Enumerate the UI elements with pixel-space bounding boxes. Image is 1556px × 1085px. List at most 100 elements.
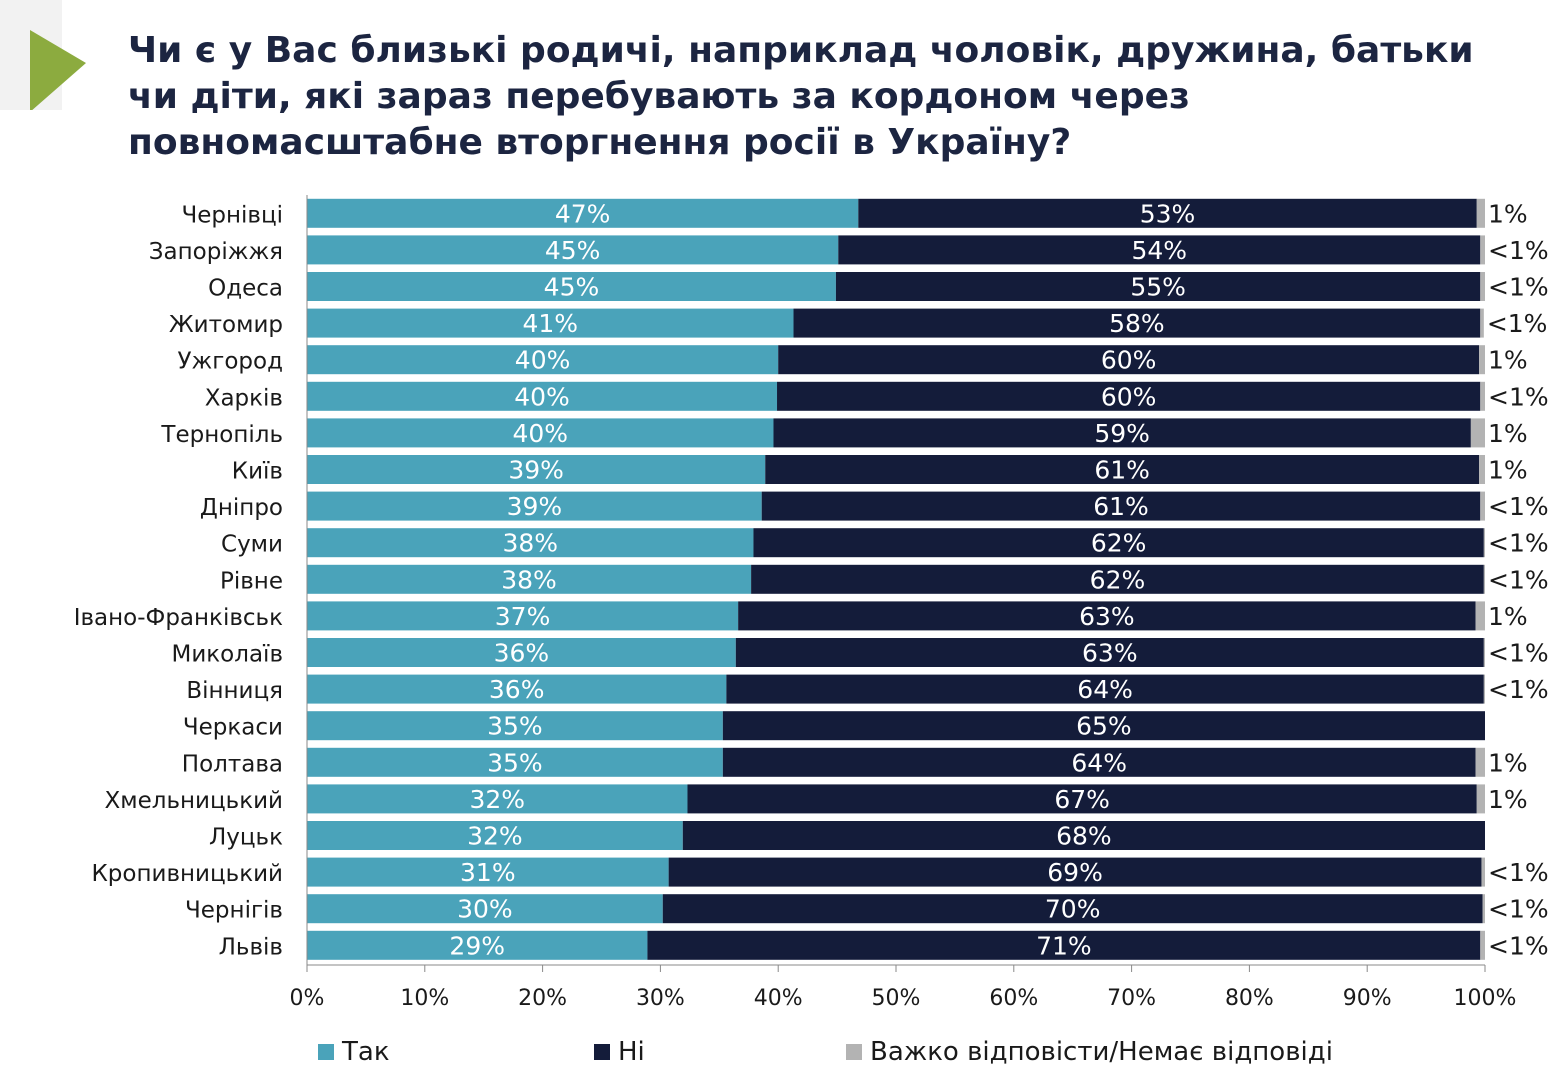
- data-label-hard: 1%: [1488, 199, 1528, 228]
- bar-hard: [1483, 564, 1485, 594]
- category-label: Вінниця: [186, 678, 283, 704]
- bar-no: [647, 930, 1481, 960]
- bar-yes: [307, 894, 663, 924]
- data-label: 60%: [1101, 346, 1157, 375]
- x-tick-label: 100%: [1454, 986, 1517, 1011]
- data-label: 40%: [515, 346, 571, 375]
- bar-no: [838, 235, 1481, 265]
- data-label-hard: <1%: [1488, 858, 1549, 887]
- bar-no: [751, 564, 1484, 594]
- stacked-bar-chart: Чернівці 47% 53% 1% Запоріжжя 45% 54% <1% Одеса 4…: [74, 195, 1549, 1011]
- legend-swatch-yes: [318, 1044, 334, 1060]
- category-label: Київ: [232, 459, 283, 485]
- data-label: 54%: [1131, 236, 1187, 265]
- legend-label-yes: Так: [342, 1037, 390, 1067]
- bar-yes: [307, 381, 778, 411]
- data-label: 47%: [555, 199, 611, 228]
- data-label: 62%: [1090, 565, 1146, 594]
- category-label: Дніпро: [200, 495, 283, 521]
- chart-title: Чи є у Вас близькі родичі, наприклад чол…: [128, 30, 1474, 163]
- bar-yes: [307, 455, 766, 484]
- bar-hard: [1479, 455, 1485, 484]
- bar-yes: [307, 528, 754, 558]
- bar-yes: [307, 930, 648, 960]
- data-label: 37%: [495, 602, 551, 631]
- bar-hard: [1481, 857, 1485, 887]
- legend: Так Ні Важко відповісти/Немає відповіді: [0, 1037, 1556, 1077]
- data-label: 40%: [512, 419, 568, 448]
- data-label: 36%: [489, 675, 545, 704]
- data-label-hard: <1%: [1488, 382, 1549, 411]
- data-label: 40%: [514, 382, 570, 411]
- data-label: 65%: [1076, 712, 1132, 741]
- play-triangle-icon: [30, 30, 86, 110]
- data-label: 53%: [1140, 199, 1196, 228]
- data-label: 71%: [1036, 931, 1092, 960]
- bar-hard: [1475, 747, 1485, 777]
- bar-hard: [1480, 491, 1485, 521]
- bar-hard: [1480, 235, 1485, 265]
- bar-no: [765, 455, 1480, 484]
- bar-no: [738, 601, 1476, 631]
- category-label: Одеса: [208, 276, 283, 302]
- data-label: 30%: [457, 895, 513, 924]
- bar-yes: [307, 638, 736, 667]
- data-label-hard: 1%: [1488, 419, 1528, 448]
- data-label: 41%: [522, 309, 578, 338]
- data-label-hard: <1%: [1488, 236, 1549, 265]
- category-label: Ужгород: [178, 349, 283, 375]
- bar-hard: [1480, 381, 1485, 411]
- data-label: 32%: [467, 822, 523, 851]
- bar-hard: [1480, 272, 1485, 301]
- data-label-hard: <1%: [1488, 639, 1549, 668]
- data-label: 64%: [1071, 748, 1127, 777]
- data-label: 61%: [1094, 456, 1150, 485]
- bar-no: [761, 491, 1481, 521]
- legend-item-no: Ні: [594, 1037, 645, 1067]
- bar-no: [778, 345, 1480, 375]
- category-label: Житомир: [169, 312, 283, 338]
- bar-no: [777, 381, 1481, 411]
- data-label: 55%: [1130, 273, 1186, 302]
- corner-decoration: [0, 0, 86, 110]
- bar-no: [722, 711, 1485, 741]
- category-label: Тернопіль: [160, 422, 283, 448]
- bar-hard: [1483, 674, 1485, 704]
- data-label: 63%: [1082, 639, 1138, 668]
- bar-no: [687, 784, 1477, 814]
- category-label: Харків: [205, 385, 283, 411]
- data-label: 58%: [1109, 309, 1165, 338]
- data-label: 38%: [501, 565, 557, 594]
- bar-yes: [307, 272, 836, 301]
- category-label: Хмельницький: [105, 788, 284, 814]
- bar-yes: [307, 308, 794, 338]
- data-label-hard: 1%: [1488, 602, 1528, 631]
- data-label: 39%: [507, 492, 563, 521]
- data-label: 35%: [487, 712, 543, 741]
- category-label: Миколаїв: [172, 642, 284, 668]
- x-tick-label: 40%: [754, 986, 803, 1011]
- bar-hard: [1476, 784, 1485, 814]
- data-label: 35%: [487, 748, 543, 777]
- x-tick-label: 50%: [872, 986, 921, 1011]
- bar-hard: [1480, 308, 1484, 338]
- bar-yes: [307, 784, 688, 814]
- legend-swatch-no: [594, 1044, 610, 1060]
- bar-no: [735, 638, 1484, 667]
- bar-no: [858, 198, 1477, 228]
- bar-yes: [307, 821, 683, 850]
- data-label: 68%: [1056, 822, 1112, 851]
- bar-hard: [1479, 345, 1485, 375]
- data-label: 62%: [1091, 529, 1147, 558]
- bar-yes: [307, 235, 839, 265]
- bar-yes: [307, 564, 752, 594]
- x-tick-label: 70%: [1107, 986, 1156, 1011]
- bar-yes: [307, 674, 727, 704]
- legend-label-hard: Важко відповісти/Немає відповіді: [870, 1037, 1333, 1067]
- data-label-hard: <1%: [1488, 273, 1549, 302]
- category-label: Чернігів: [185, 898, 283, 924]
- category-label: Кропивницький: [91, 861, 283, 887]
- bar-yes: [307, 711, 723, 741]
- bar-yes: [307, 198, 859, 228]
- data-label: 59%: [1094, 419, 1150, 448]
